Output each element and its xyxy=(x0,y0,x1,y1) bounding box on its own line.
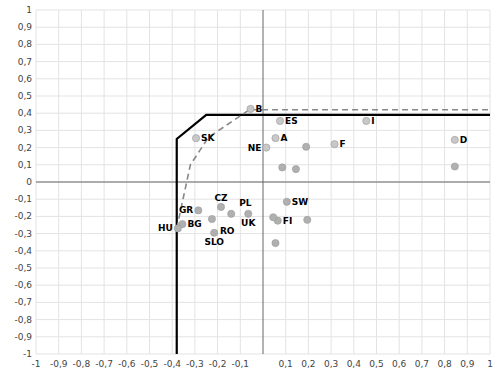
y-tick-label: 0,1 xyxy=(18,160,32,170)
point-label: F xyxy=(340,139,346,149)
chart: -1 -0,9 -0,8 -0,7 -0,6 -0,5 -0,4 -0,3 -0,2 -0,1 0,… xyxy=(0,0,500,378)
frontier-line xyxy=(177,110,490,229)
x-tick-label: -0,3 xyxy=(186,359,204,369)
point-label: I xyxy=(371,116,374,126)
x-tick-label: 0,9 xyxy=(460,359,475,369)
tick-labels: -1 -0,9 -0,8 -0,7 -0,6 -0,5 -0,4 -0,3 -0,2 -0,1 0,… xyxy=(14,5,492,369)
point xyxy=(283,198,290,205)
x-tick-label: 0,2 xyxy=(301,359,315,369)
point xyxy=(270,214,277,221)
point xyxy=(272,135,279,142)
y-axis-line xyxy=(263,10,264,354)
y-tick-label: -0,8 xyxy=(14,315,32,325)
point xyxy=(208,215,215,222)
point xyxy=(263,144,270,151)
point xyxy=(304,216,311,223)
point xyxy=(451,136,458,143)
x-tick-label: -0,6 xyxy=(118,359,136,369)
point xyxy=(292,166,299,173)
y-tick-label: 0,8 xyxy=(18,39,33,49)
y-tick-label: 0,3 xyxy=(18,125,32,135)
point-label: SW xyxy=(292,197,308,207)
point-label: A xyxy=(280,133,287,143)
y-tick-label: -1 xyxy=(23,349,32,359)
x-tick-label: -0,4 xyxy=(163,359,181,369)
point xyxy=(276,117,283,124)
point xyxy=(174,225,181,232)
point-label: BG xyxy=(187,219,201,229)
y-tick-label: 0,4 xyxy=(18,108,33,118)
y-tick-label: 0,6 xyxy=(18,74,33,84)
y-tick-label: -0,6 xyxy=(14,280,32,290)
x-tick-label: -0,9 xyxy=(50,359,68,369)
point-label: PL xyxy=(239,198,252,208)
x-tick-label: 0,5 xyxy=(369,359,383,369)
point xyxy=(211,229,218,236)
marks xyxy=(174,105,490,354)
point xyxy=(195,207,202,214)
point xyxy=(451,163,458,170)
y-tick-label: -0,5 xyxy=(14,263,32,273)
point-label: D xyxy=(460,135,467,145)
x-tick-label: 0,1 xyxy=(279,359,293,369)
y-tick-label: 1 xyxy=(26,5,32,15)
point xyxy=(247,105,254,112)
point xyxy=(228,210,235,217)
axes xyxy=(36,10,490,354)
point-label: NE xyxy=(248,143,262,153)
point xyxy=(303,143,310,150)
x-tick-label: 0,3 xyxy=(324,359,338,369)
point-label: RO xyxy=(220,226,235,236)
point-label: SLO xyxy=(204,237,224,247)
y-tick-label: -0,9 xyxy=(14,332,32,342)
x-tick-label: 0,6 xyxy=(392,359,407,369)
point xyxy=(279,164,286,171)
point-label: UK xyxy=(241,218,256,228)
y-tick-label: -0,7 xyxy=(14,297,32,307)
x-tick-label: -1 xyxy=(32,359,41,369)
point-label: ES xyxy=(285,116,298,126)
point-label: HU xyxy=(158,223,173,233)
point-label: GR xyxy=(179,205,193,215)
point xyxy=(363,117,370,124)
y-tick-label: 0,2 xyxy=(18,143,32,153)
point xyxy=(272,239,279,246)
point-labels: SK B ES I A NE F D GR CZ BG HU ROSLO PL UK SW FI xyxy=(158,104,467,247)
point-label: FI xyxy=(283,216,293,226)
y-tick-label: -0,2 xyxy=(14,211,32,221)
x-tick-label: -0,5 xyxy=(141,359,159,369)
x-tick-label: -0,1 xyxy=(232,359,250,369)
point xyxy=(331,141,338,148)
y-tick-label: -0,1 xyxy=(14,194,32,204)
x-tick-label: 0,7 xyxy=(415,359,429,369)
x-tick-label: -0,7 xyxy=(95,359,113,369)
point-label: SK xyxy=(201,133,215,143)
x-tick-label: -0,8 xyxy=(73,359,91,369)
point-label: CZ xyxy=(214,193,228,203)
x-tick-label: 1 xyxy=(487,359,493,369)
x-tick-label: -0,2 xyxy=(209,359,227,369)
point xyxy=(245,210,252,217)
point xyxy=(192,135,199,142)
y-tick-label: 0,5 xyxy=(18,91,32,101)
frontier-line xyxy=(177,115,490,354)
y-tick-label: -0,4 xyxy=(14,246,32,256)
grid xyxy=(36,10,490,354)
y-tick-label: 0 xyxy=(26,177,32,187)
y-tick-label: 0,9 xyxy=(18,22,33,32)
x-tick-label: 0,4 xyxy=(347,359,362,369)
x-tick-label: 0,8 xyxy=(437,359,452,369)
y-tick-label: 0,7 xyxy=(18,57,32,67)
point xyxy=(217,203,224,210)
point-label: B xyxy=(256,104,263,114)
y-tick-label: -0,3 xyxy=(14,229,32,239)
